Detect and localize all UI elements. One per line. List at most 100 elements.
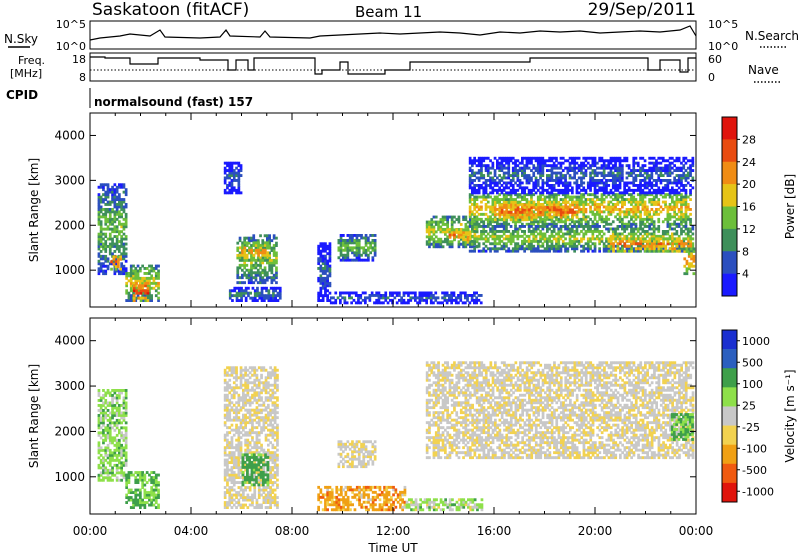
power-cell	[591, 200, 595, 204]
power-cell	[612, 237, 615, 241]
power-cell	[677, 244, 681, 248]
velocity-cell	[115, 443, 119, 447]
power-cell	[650, 222, 654, 226]
velocity-cell	[106, 426, 110, 430]
power-cell	[546, 169, 549, 172]
power-cell	[505, 159, 508, 163]
power-cell	[106, 220, 110, 224]
power-cell	[502, 198, 506, 201]
power-cell	[420, 294, 424, 297]
power-cell	[582, 212, 586, 216]
velocity-cell	[118, 394, 121, 397]
power-cell	[530, 239, 533, 243]
power-cell	[521, 230, 524, 233]
power-cell	[550, 234, 554, 238]
power-cell	[634, 169, 638, 172]
power-cell	[328, 264, 332, 268]
power-cell	[268, 263, 271, 267]
power-cell	[530, 232, 533, 236]
power-cell	[600, 234, 604, 238]
power-cell	[243, 253, 247, 257]
power-cell	[548, 159, 551, 163]
power-cell	[530, 161, 533, 165]
power-cell	[484, 186, 488, 190]
velocity-cell	[108, 478, 112, 482]
power-cell	[241, 256, 244, 260]
power-cell	[364, 296, 367, 300]
power-cell	[621, 244, 624, 248]
velocity-cell	[99, 478, 103, 482]
power-cell	[498, 203, 502, 207]
power-cell	[489, 184, 492, 187]
power-cell	[534, 234, 538, 238]
power-cell	[627, 208, 631, 211]
power-cell	[639, 166, 642, 170]
power-cell	[655, 159, 658, 163]
power-cell	[552, 234, 556, 238]
power-cell	[646, 176, 649, 180]
power-cell	[641, 230, 645, 233]
power-cell	[582, 210, 586, 214]
power-region-14	[494, 201, 579, 222]
power-cell	[577, 191, 581, 195]
power-cell	[541, 179, 545, 182]
power-cell	[532, 220, 536, 224]
power-cell	[339, 298, 342, 302]
power-cell	[102, 257, 105, 261]
velocity-cell	[132, 498, 135, 502]
power-cell	[682, 198, 686, 201]
velocity-cell	[108, 471, 112, 475]
power-cell	[484, 184, 488, 187]
power-cell	[684, 193, 688, 197]
velocity-cell	[102, 463, 105, 467]
power-cell	[680, 161, 683, 165]
power-cell	[235, 179, 238, 182]
power-cell	[580, 184, 583, 187]
power-cell	[618, 220, 622, 224]
power-cell	[471, 220, 474, 224]
power-cell	[557, 242, 561, 246]
power-cell	[253, 294, 257, 298]
power-cell	[112, 255, 116, 259]
power-cell	[625, 222, 629, 226]
velocity-cell	[115, 441, 119, 445]
power-cell	[507, 191, 511, 195]
power-cell	[673, 247, 677, 251]
power-cell	[571, 186, 574, 190]
power-cell	[120, 252, 123, 256]
power-cell	[605, 239, 608, 243]
power-cell	[596, 171, 599, 175]
power-cell	[482, 242, 486, 246]
power-cell	[625, 164, 629, 168]
power-cell	[482, 230, 486, 233]
power-cell	[470, 294, 474, 297]
power-cell	[122, 257, 126, 261]
power-cell	[477, 184, 481, 187]
power-cell	[97, 232, 101, 236]
power-cell	[263, 234, 267, 238]
power-region-17	[468, 156, 695, 195]
power-cell	[502, 188, 506, 192]
power-cell	[589, 176, 592, 180]
power-cell	[643, 230, 647, 233]
power-cell	[593, 179, 597, 182]
power-cell	[584, 232, 588, 236]
power-cell	[106, 183, 110, 187]
velocity-cell	[118, 451, 121, 455]
power-cell	[566, 193, 570, 197]
power-cell	[489, 171, 492, 175]
power-cell	[275, 266, 278, 270]
power-cell	[260, 289, 264, 293]
power-cell	[675, 247, 679, 251]
power-cell	[568, 230, 572, 233]
power-cell	[632, 239, 636, 243]
power-cell	[689, 208, 692, 211]
power-cell	[589, 156, 592, 160]
power-cell	[687, 237, 690, 241]
power-cell	[582, 193, 586, 197]
power-cell	[586, 181, 590, 185]
power-cell	[568, 166, 572, 170]
power-cell	[278, 294, 282, 298]
power-cell	[541, 210, 545, 214]
power-cell	[132, 289, 136, 293]
